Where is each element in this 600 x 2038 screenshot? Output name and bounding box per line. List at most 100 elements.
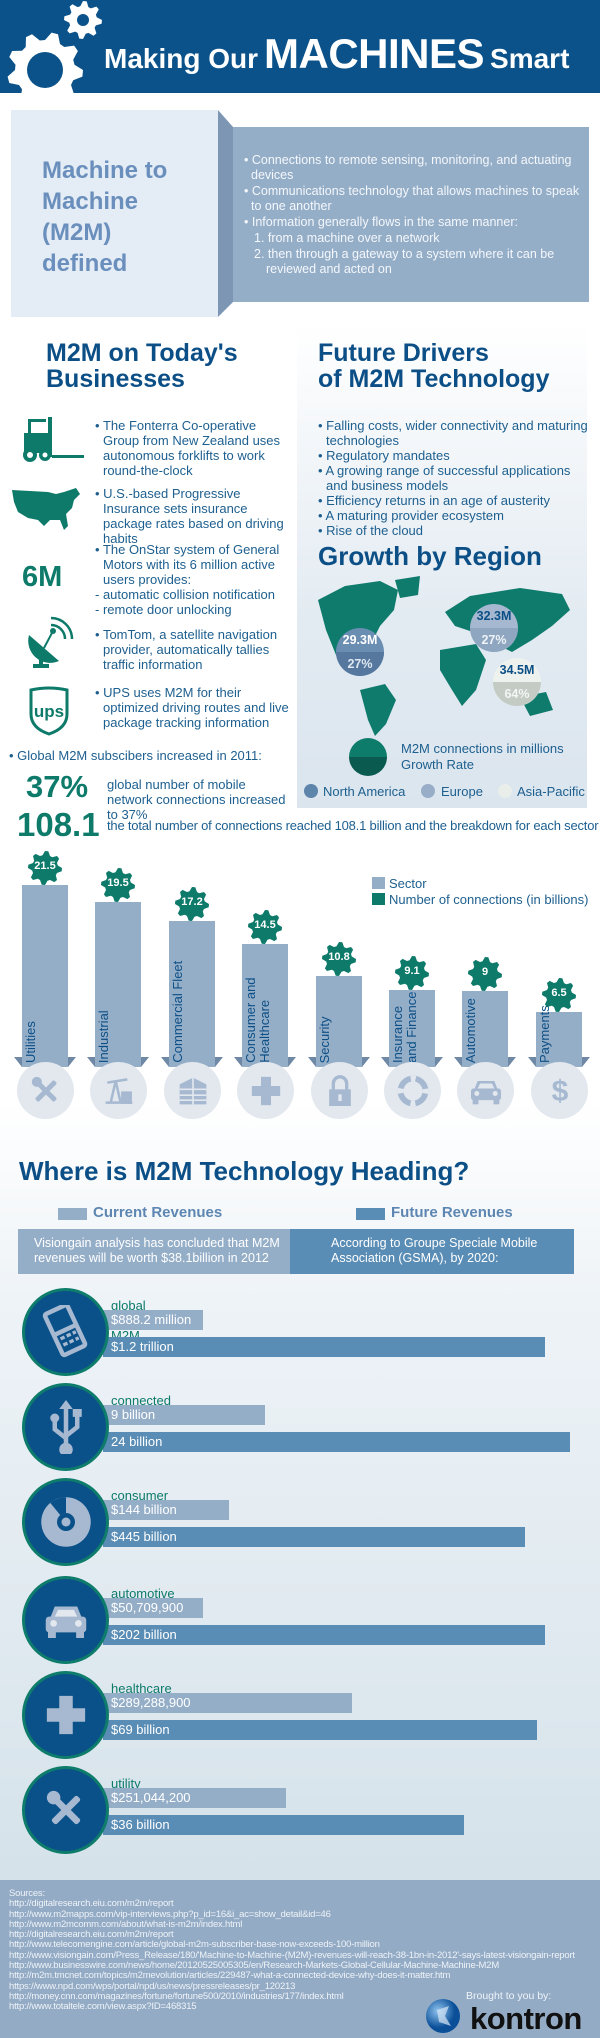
stat-108-text: the total number of connections reached … [107,818,599,833]
source-link[interactable]: http://www.totaltele.com/view.aspx?ID=46… [9,2001,197,2013]
us-map-icon [12,488,80,530]
connections-gear-badge [175,887,209,922]
business-item-tomtom: • TomTom, a satellite navigation provide… [95,627,278,672]
title-line: defined [42,250,128,277]
sector-icon-circle [17,1062,74,1119]
revenue-icon-circle [22,1766,109,1854]
connections-gear-badge [28,851,62,885]
six-million-stat: 6M [22,561,63,593]
legend-swatch-sector [372,877,385,889]
connections-value-label: 21.5 [34,860,56,872]
mobile-phone-icon [42,1305,87,1358]
growth-heading: Growth by Region [318,541,542,571]
driver-item: A maturing provider ecosystem [325,508,504,523]
connections-value: 32.3M [476,609,512,623]
business-item-ups: • UPS uses M2M for their optimized drivi… [95,685,289,730]
bar-shadow [308,1057,370,1067]
connections-value-label: 10.8 [328,950,350,963]
connections-value-label: 17.2 [181,896,203,909]
source-link[interactable]: https://www.npd.com/wps/portal/npd/us/ne… [9,1980,296,1992]
header-banner: Making Our MACHINES Smart [0,0,600,93]
oil-pump-icon [105,1077,132,1104]
connections-value-label: 9 [481,965,489,978]
sector-label: Security [317,1016,332,1063]
current-revenue-bar: $251,044,200 [103,1788,286,1808]
stat-37-text: global number of mobile network connecti… [107,777,286,822]
legend-label: North America [323,784,406,799]
definition-title: Machine to Machine (M2M) defined [42,155,167,279]
future-revenue-swatch [356,1208,385,1220]
stat-108-value: 108.1 [17,806,100,843]
source-link[interactable]: http://www.m2mcomm.com/about/what-is-m2m… [9,1918,243,1930]
lifebuoy-icon [397,1075,428,1106]
legend-label: Asia-Pacific [517,784,585,799]
bullet: Information generally flows in the same … [251,215,518,229]
kontron-logo-text: kontron [470,2001,582,2036]
connections-value-label: 6.5 [551,986,567,999]
revenue-icon-circle [22,1671,109,1759]
heading-line: Businesses [46,365,185,393]
item-text: U.S.-based Progressive Insurance sets in… [103,486,284,546]
disc-icon [40,1497,91,1547]
source-link[interactable]: http://www.visiongain.com/Press_Release/… [9,1949,575,1961]
satellite-dish-icon [28,616,74,668]
connections-value-label: 19.5 [107,876,129,889]
bar-shadow [528,1057,590,1067]
car-icon [470,1080,501,1104]
page-title: Making Our MACHINES Smart [104,30,569,78]
legend-sector-label: Sector [389,876,427,891]
legend-connections-label: M2M connections in millions [401,741,564,756]
driver-item: Regulatory mandates [326,448,450,463]
source-link[interactable]: http://m2m.tmcnet.com/topics/m2mevolutio… [9,1970,451,1982]
source-link[interactable]: http://www.telecomengine.com/article/glo… [9,1939,380,1951]
item-text: UPS uses M2M for their optimized driving… [103,685,289,730]
driver-item: A growing range of successful applicatio… [325,463,571,493]
future-revenues-label: Future Revenues [391,1204,513,1221]
medical-cross-icon [46,1695,85,1735]
bullet: Communications technology that allows ma… [251,184,580,213]
drivers-heading: Future Drivers of M2M Technology [318,340,549,392]
sector-icon-circle [90,1062,147,1119]
bar-shadow [381,1057,443,1067]
sector-icon-circle: $ [531,1062,588,1119]
brought-by-label: Brought to you by: [466,1990,552,2002]
title-part: Smart [490,43,570,74]
current-revenue-bar: $144 billion [103,1500,229,1520]
connections-value: 29.3M [342,633,378,647]
sector-icon-circle [311,1062,368,1119]
connections-gear-badge [322,941,356,976]
sources-label: Sources: [9,1888,45,1899]
title-line: Machine [42,188,139,215]
connections-value-label: 14.5 [254,919,276,932]
sub-item: - automatic collision notification [95,587,275,602]
sector-icon-circle [457,1062,514,1119]
future-revenue-bar: $202 billion [103,1625,545,1645]
sector-label: Utilities [23,1021,38,1063]
legend-dot-europe [421,784,435,798]
title-line: (M2M) [42,219,112,246]
sector-icon-circle [237,1062,294,1119]
legend-swatch-connections [372,893,385,905]
stat-37-percent: 37% [26,769,89,804]
svg-text:ups: ups [34,702,64,721]
source-link[interactable]: http://digitalresearch.eiu.com/m2m/repor… [9,1898,174,1910]
source-link[interactable]: http://money.cnn.com/magazines/fortune/f… [9,1990,344,2002]
future-revenue-bar: $36 billion [103,1815,464,1835]
current-revenue-swatch [58,1208,87,1220]
business-item-onstar: • The OnStar system of General Motors wi… [95,542,290,617]
sector-label: Commercial Fleet [170,961,185,1063]
source-link[interactable]: http://www.m2mapps.com/vip-interviews.ph… [9,1908,331,1920]
kontron-globe-logo [426,1999,460,2033]
source-link[interactable]: http://www.businesswire.com/news/home/20… [9,1960,500,1972]
bar-shadow [234,1057,296,1067]
bar-shadow [454,1057,516,1067]
source-link[interactable]: http://digitalresearch.eiu.com/m2m/repor… [9,1929,174,1941]
medical-cross-icon [251,1076,280,1105]
bar-shadow [87,1057,149,1067]
connections-value-label: 9.1 [404,964,420,977]
item-text: The OnStar system of General Motors with… [102,542,280,587]
revenue-icon-circle [22,1383,109,1471]
heading-section-title: Where is M2M Technology Heading? [19,1156,470,1186]
sector-bar [389,989,435,1067]
sector-icon-circle [384,1062,441,1119]
